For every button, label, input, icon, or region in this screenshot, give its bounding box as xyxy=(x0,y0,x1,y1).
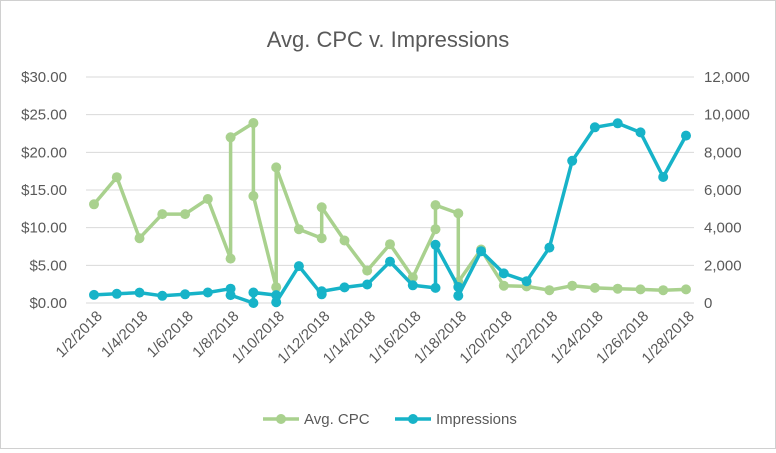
data-point[interactable] xyxy=(157,209,168,220)
data-point[interactable] xyxy=(248,118,259,128)
data-point[interactable] xyxy=(225,290,236,301)
x-tick-label: 1/2/2018 xyxy=(53,308,106,361)
data-point[interactable] xyxy=(681,284,691,295)
data-point[interactable] xyxy=(544,242,555,253)
legend-label: Impressions xyxy=(436,411,517,428)
data-point[interactable] xyxy=(407,272,418,283)
data-point[interactable] xyxy=(498,268,509,279)
data-point[interactable] xyxy=(134,233,145,244)
data-point[interactable] xyxy=(430,224,441,235)
data-point[interactable] xyxy=(362,265,373,276)
x-tick-label: 1/6/2018 xyxy=(144,308,197,361)
data-point[interactable] xyxy=(612,283,623,294)
data-point[interactable] xyxy=(293,261,304,272)
y-left-tick-label: $30.00 xyxy=(21,69,67,86)
data-point[interactable] xyxy=(589,122,600,133)
data-point[interactable] xyxy=(407,280,418,291)
data-point[interactable] xyxy=(271,290,282,301)
data-point[interactable] xyxy=(111,288,122,299)
data-point[interactable] xyxy=(248,287,259,298)
data-point[interactable] xyxy=(453,290,464,301)
data-point[interactable] xyxy=(498,280,509,291)
x-tick-label: 1/4/2018 xyxy=(98,308,151,361)
legend-label: Avg. CPC xyxy=(304,411,370,428)
y-left-tick-label: $5.00 xyxy=(29,257,67,274)
y-right-tick-label: 2,000 xyxy=(704,257,742,274)
y-right-tick-label: 8,000 xyxy=(704,144,742,161)
data-point[interactable] xyxy=(180,209,191,220)
data-point[interactable] xyxy=(658,172,669,182)
data-point[interactable] xyxy=(567,280,578,291)
data-point[interactable] xyxy=(248,191,259,201)
data-point[interactable] xyxy=(658,285,669,296)
data-point[interactable] xyxy=(589,282,600,293)
data-point[interactable] xyxy=(202,194,213,204)
series-1 xyxy=(89,118,691,308)
legend-item[interactable]: Impressions xyxy=(395,411,517,428)
series-0 xyxy=(89,118,691,296)
data-point[interactable] xyxy=(612,118,623,129)
legend-swatch-marker xyxy=(408,414,418,424)
data-point[interactable] xyxy=(225,132,236,143)
data-point[interactable] xyxy=(180,289,191,300)
data-point[interactable] xyxy=(316,202,327,213)
x-axis: 1/2/20181/4/20181/6/20181/8/20181/10/201… xyxy=(53,308,698,367)
legend-item[interactable]: Avg. CPC xyxy=(263,411,370,428)
data-point[interactable] xyxy=(248,298,259,308)
data-point[interactable] xyxy=(89,199,99,210)
left-axis: $0.00 $5.00 $10.00 $15.00 $20.00 $25.00 $30.00 xyxy=(21,69,67,312)
data-point[interactable] xyxy=(157,290,168,301)
data-point[interactable] xyxy=(521,276,532,287)
data-point[interactable] xyxy=(362,279,373,290)
legend[interactable]: Avg. CPC Impressions xyxy=(263,411,517,428)
data-point[interactable] xyxy=(225,253,236,264)
data-point[interactable] xyxy=(681,130,691,141)
y-right-tick-label: 6,000 xyxy=(704,182,742,199)
data-point[interactable] xyxy=(453,282,464,292)
data-point[interactable] xyxy=(293,224,304,235)
data-point[interactable] xyxy=(316,286,327,297)
legend-swatch-marker xyxy=(276,414,286,424)
data-point[interactable] xyxy=(385,256,395,267)
chart-title: Avg. CPC v. Impressions xyxy=(267,27,509,52)
y-left-tick-label: $15.00 xyxy=(21,182,67,199)
data-point[interactable] xyxy=(385,239,395,250)
data-point[interactable] xyxy=(339,235,350,246)
y-right-tick-label: 12,000 xyxy=(704,69,750,86)
data-point[interactable] xyxy=(271,282,282,293)
data-point[interactable] xyxy=(430,239,441,250)
data-point[interactable] xyxy=(202,287,213,298)
series-layer xyxy=(89,118,691,308)
data-point[interactable] xyxy=(430,282,441,293)
data-point[interactable] xyxy=(271,297,282,308)
y-right-tick-label: 4,000 xyxy=(704,220,742,237)
right-axis: 0 2,000 4,000 6,000 8,000 10,000 12,000 xyxy=(704,69,750,312)
y-left-tick-label: $20.00 xyxy=(21,144,67,161)
data-point[interactable] xyxy=(567,155,578,166)
y-right-tick-label: 10,000 xyxy=(704,107,750,124)
data-point[interactable] xyxy=(316,233,327,244)
data-point[interactable] xyxy=(339,282,350,293)
data-point[interactable] xyxy=(453,208,464,219)
data-point[interactable] xyxy=(271,162,282,173)
data-point[interactable] xyxy=(476,246,487,257)
data-point[interactable] xyxy=(134,287,145,298)
data-point[interactable] xyxy=(430,200,441,211)
data-point[interactable] xyxy=(89,289,99,300)
y-right-tick-label: 0 xyxy=(704,295,712,312)
y-left-tick-label: $0.00 xyxy=(29,295,67,312)
data-point[interactable] xyxy=(635,127,646,138)
y-left-tick-label: $10.00 xyxy=(21,220,67,237)
data-point[interactable] xyxy=(544,285,555,296)
y-left-tick-label: $25.00 xyxy=(21,107,67,124)
gridlines xyxy=(86,76,694,304)
data-point[interactable] xyxy=(111,172,122,183)
data-point[interactable] xyxy=(635,284,646,295)
